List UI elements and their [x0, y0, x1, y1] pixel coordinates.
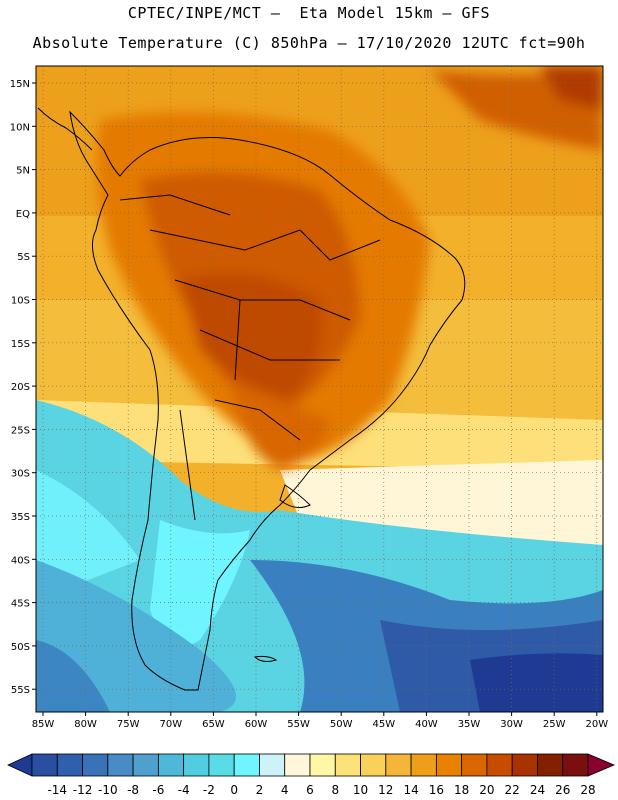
lat-tick-label: EQ	[16, 209, 30, 220]
colorbar-swatch	[56, 753, 83, 777]
colorbar-label: -10	[98, 783, 118, 797]
lat-tick-label: 5S	[17, 252, 30, 263]
colorbar-swatch	[31, 753, 58, 777]
colorbar-label: 12	[378, 783, 393, 797]
lat-tick-label: 25S	[11, 425, 30, 436]
colorbar-label: -14	[47, 783, 67, 797]
colorbar-max-triangle	[587, 753, 616, 777]
lat-tick-label: 15N	[10, 79, 30, 90]
colorbar-swatch	[562, 753, 589, 777]
lon-tick-label: 70W	[159, 719, 182, 730]
colorbar-swatch	[334, 753, 361, 777]
colorbar-swatch	[461, 753, 488, 777]
lon-tick-label: 35W	[458, 719, 481, 730]
colorbar-label: 16	[429, 783, 444, 797]
lon-tick-label: 45W	[372, 719, 395, 730]
lat-tick-label: 50S	[11, 642, 30, 653]
colorbar-swatch	[107, 753, 134, 777]
colorbar-label: -6	[152, 783, 164, 797]
colorbar-swatch	[82, 753, 109, 777]
lon-tick-label: 60W	[245, 719, 268, 730]
map-title-line2: Absolute Temperature (C) 850hPa – 17/10/…	[32, 34, 586, 52]
colorbar-swatch	[360, 753, 387, 777]
lon-tick-label: 30W	[500, 719, 523, 730]
coastlines	[37, 107, 466, 691]
lon-tick-label: 65W	[202, 719, 225, 730]
colorbar-label: 26	[555, 783, 570, 797]
colorbar-label: 22	[505, 783, 520, 797]
colorbar-label: 24	[530, 783, 545, 797]
colorbar-label: -2	[203, 783, 215, 797]
lat-tick-label: 15S	[11, 339, 30, 350]
colorbar-label: 4	[281, 783, 289, 797]
lat-tick-label: 20S	[11, 382, 30, 393]
colorbar-label: 0	[230, 783, 238, 797]
colorbar-label: 18	[454, 783, 469, 797]
lat-tick-label: 35S	[11, 512, 30, 523]
lon-tick-label: 55W	[287, 719, 310, 730]
lat-lon-grid	[36, 66, 603, 712]
colorbar-swatch	[435, 753, 463, 777]
lat-tick-label: 30S	[11, 469, 30, 480]
colorbar-swatch	[132, 753, 159, 777]
colorbar-label: 20	[479, 783, 494, 797]
colorbar-swatch	[309, 753, 336, 777]
colorbar-label: 14	[403, 783, 418, 797]
lat-tick-label: 40S	[11, 555, 30, 566]
colorbar-swatch	[385, 753, 412, 777]
lon-tick-label: 40W	[415, 719, 438, 730]
colorbar: -14 -12 -10 -8 -6 -4 -2 0 2 4 6 8 10 12 14 16 18 20 22 24 26…	[7, 753, 616, 797]
colorbar-swatch	[233, 753, 260, 777]
colorbar-label: -12	[73, 783, 93, 797]
colorbar-swatch	[410, 753, 437, 777]
colorbar-swatch	[511, 753, 538, 777]
lon-tick-label: 25W	[543, 719, 566, 730]
colorbar-swatch	[486, 753, 513, 777]
colorbar-swatch	[208, 753, 235, 777]
lon-tick-label: 20W	[585, 719, 608, 730]
lat-tick-label: 55S	[11, 685, 30, 696]
colorbar-label: -8	[127, 783, 139, 797]
colorbar-min-triangle	[7, 753, 33, 777]
longitude-axis: 85W 80W 75W 70W 65W 60W 55W 50W 45W 40W 35W 30W 25W 2…	[32, 712, 608, 730]
colorbar-label: 2	[256, 783, 264, 797]
lat-tick-label: 10S	[11, 296, 30, 307]
lat-tick-label: 5N	[16, 166, 30, 177]
lat-tick-label: 10N	[10, 122, 30, 133]
map-title-line1: CPTEC/INPE/MCT – Eta Model 15km – GFS	[127, 4, 491, 22]
lat-tick-label: 45S	[11, 599, 30, 610]
lon-tick-label: 80W	[74, 719, 97, 730]
colorbar-label: -4	[178, 783, 190, 797]
colorbar-swatch	[537, 753, 564, 777]
lon-tick-label: 75W	[117, 719, 140, 730]
colorbar-label: 28	[580, 783, 595, 797]
latitude-axis: 15N 10N 5N EQ 5S 10S 15S 20S 25S 30S 35S 40S 45S 50S 5…	[10, 79, 36, 696]
colorbar-label: 8	[331, 783, 339, 797]
colorbar-label: 10	[353, 783, 368, 797]
lon-tick-label: 85W	[32, 719, 55, 730]
colorbar-swatch	[183, 753, 210, 777]
colorbar-swatch	[284, 753, 311, 777]
lon-tick-label: 50W	[330, 719, 353, 730]
colorbar-label: 6	[306, 783, 314, 797]
map-frame	[35, 65, 604, 713]
temperature-field	[36, 66, 603, 712]
colorbar-swatch	[259, 753, 286, 777]
colorbar-swatch	[157, 753, 185, 777]
